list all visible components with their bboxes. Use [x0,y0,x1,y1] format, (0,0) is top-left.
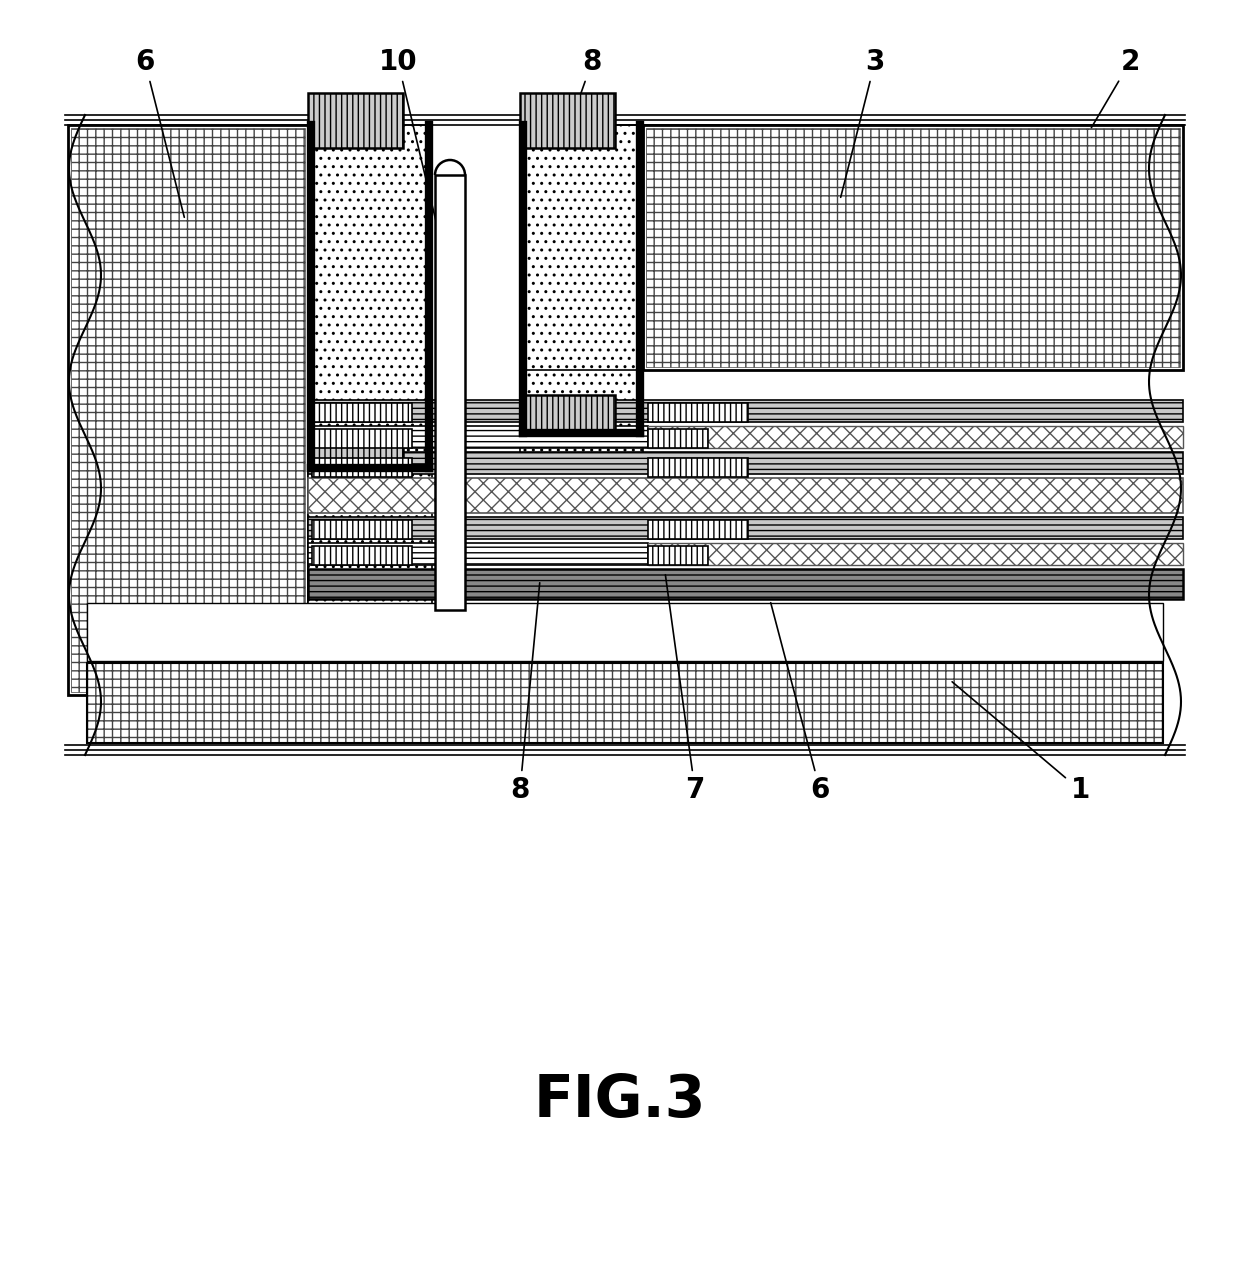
Bar [308,478,1183,513]
Bar [649,544,1183,565]
Bar [308,92,403,148]
Bar [520,125,644,455]
Bar [308,125,432,696]
Text: 8: 8 [511,583,539,805]
Bar [520,125,1183,370]
Bar [71,128,305,692]
Bar [520,92,615,148]
Bar [520,125,1183,370]
Bar [312,430,412,449]
Bar [308,400,1183,422]
Bar [312,546,412,565]
Text: 3: 3 [841,48,884,198]
Bar [87,663,1163,742]
Bar [312,457,412,476]
Bar [87,603,1163,661]
Text: 6: 6 [135,48,185,218]
Bar [312,403,412,422]
Bar [308,426,649,449]
Text: 10: 10 [378,48,449,277]
Bar [312,519,412,538]
Bar [308,544,649,565]
Text: 7: 7 [666,575,704,805]
Bar [308,517,1183,538]
Text: 6: 6 [771,603,830,805]
Text: 2: 2 [1091,48,1140,128]
Bar [644,125,1183,370]
Bar [649,457,748,476]
Text: 1: 1 [952,682,1090,805]
Bar [308,430,403,468]
Bar [520,395,615,433]
Text: 8: 8 [575,48,601,108]
Bar [649,426,1183,449]
Bar [646,128,1180,367]
Bar [308,569,1183,599]
Bar [435,175,465,609]
Bar [308,452,1183,474]
Bar [649,403,748,422]
Bar [649,546,708,565]
Bar [649,519,748,538]
Bar [87,603,1163,661]
Text: FIG.3: FIG.3 [533,1072,707,1129]
Bar [68,125,308,696]
Bar [649,430,708,449]
Bar [87,663,1163,742]
